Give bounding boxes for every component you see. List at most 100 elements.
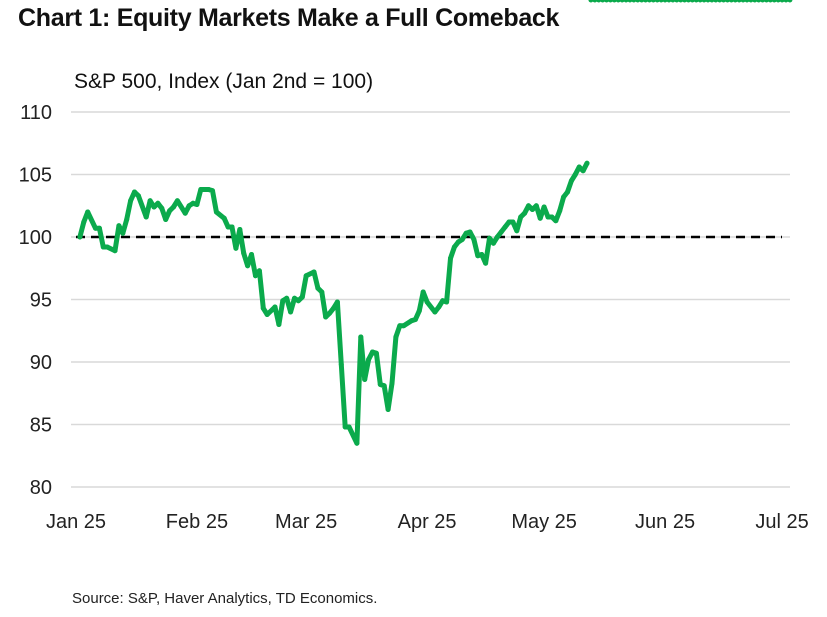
data-point xyxy=(190,200,196,206)
data-point xyxy=(584,160,590,166)
data-point xyxy=(779,0,785,3)
x-tick-label: Jun 25 xyxy=(635,511,695,533)
data-point xyxy=(549,214,555,220)
data-point xyxy=(701,0,707,3)
chart-title: Chart 1: Equity Markets Make a Full Come… xyxy=(18,4,560,32)
data-point xyxy=(229,224,235,230)
data-point xyxy=(373,350,379,356)
data-point xyxy=(529,207,535,212)
data-point xyxy=(545,214,551,220)
data-point xyxy=(611,0,617,3)
data-point xyxy=(654,0,660,3)
data-point xyxy=(81,219,87,225)
data-point xyxy=(163,217,169,222)
data-point xyxy=(674,0,680,3)
data-point xyxy=(354,440,360,446)
data-point xyxy=(77,234,83,240)
data-point xyxy=(588,0,594,3)
data-point xyxy=(740,0,746,3)
y-tick-label: 110 xyxy=(20,102,52,124)
y-tick-label: 90 xyxy=(30,352,52,374)
data-point xyxy=(724,0,730,3)
data-point xyxy=(249,252,255,257)
y-axis-tick-labels: 110 105 100 95 90 85 80 xyxy=(19,102,52,499)
data-point xyxy=(662,0,668,3)
data-point xyxy=(533,203,539,209)
data-point xyxy=(670,0,676,3)
data-point xyxy=(104,244,110,250)
data-point xyxy=(646,0,652,3)
data-point xyxy=(455,239,461,245)
data-point xyxy=(600,0,606,3)
data-point xyxy=(124,217,130,222)
data-point xyxy=(171,204,177,210)
data-point xyxy=(623,0,629,3)
data-point xyxy=(483,260,489,266)
data-point xyxy=(323,314,329,320)
data-point xyxy=(330,305,336,311)
data-point xyxy=(596,0,602,3)
data-point xyxy=(592,0,598,3)
data-point xyxy=(557,208,563,214)
data-point xyxy=(604,0,610,3)
data-point xyxy=(448,255,454,261)
data-point xyxy=(213,209,219,215)
data-point xyxy=(459,237,465,242)
data-point xyxy=(260,305,266,311)
data-point xyxy=(709,0,715,3)
data-point xyxy=(221,215,227,221)
data-point xyxy=(155,200,161,206)
data-point xyxy=(120,230,126,236)
data-points xyxy=(77,0,793,446)
data-point xyxy=(319,289,325,295)
data-point xyxy=(502,224,508,230)
data-point xyxy=(541,204,547,210)
gridlines xyxy=(71,111,790,488)
data-point xyxy=(381,383,387,389)
data-point xyxy=(736,0,742,3)
data-point xyxy=(245,263,251,269)
data-point xyxy=(416,308,422,314)
data-point xyxy=(233,245,239,251)
data-point xyxy=(186,203,192,209)
data-point xyxy=(311,269,317,275)
data-point xyxy=(315,285,321,291)
data-point xyxy=(202,187,208,192)
data-point xyxy=(471,237,477,242)
data-point xyxy=(705,0,711,3)
data-point xyxy=(697,0,703,3)
data-point xyxy=(498,229,504,235)
data-point xyxy=(116,223,122,229)
data-point xyxy=(537,215,543,221)
data-point xyxy=(568,178,574,184)
data-point xyxy=(132,189,138,195)
data-point xyxy=(412,317,418,322)
data-point xyxy=(643,0,649,3)
data-point xyxy=(635,0,641,3)
data-point xyxy=(424,299,430,305)
data-point xyxy=(167,208,173,214)
data-point xyxy=(93,225,99,231)
data-point xyxy=(682,0,688,3)
data-point xyxy=(783,0,789,3)
data-point xyxy=(210,188,216,194)
data-point xyxy=(580,168,586,174)
data-point xyxy=(748,0,754,3)
y-tick-label: 105 xyxy=(19,165,52,187)
y-tick-label: 100 xyxy=(19,227,52,249)
data-point xyxy=(767,0,773,3)
y-tick-label: 85 xyxy=(30,415,52,437)
data-point xyxy=(252,273,258,279)
data-point xyxy=(393,334,399,340)
data-point xyxy=(666,0,672,3)
data-point xyxy=(576,164,582,170)
data-point xyxy=(607,0,613,3)
data-point xyxy=(689,0,695,3)
data-point xyxy=(432,309,438,315)
data-point xyxy=(303,273,309,279)
x-tick-label: Feb 25 xyxy=(166,511,228,533)
data-point xyxy=(787,0,793,3)
data-point xyxy=(401,323,407,329)
data-point xyxy=(732,0,738,3)
